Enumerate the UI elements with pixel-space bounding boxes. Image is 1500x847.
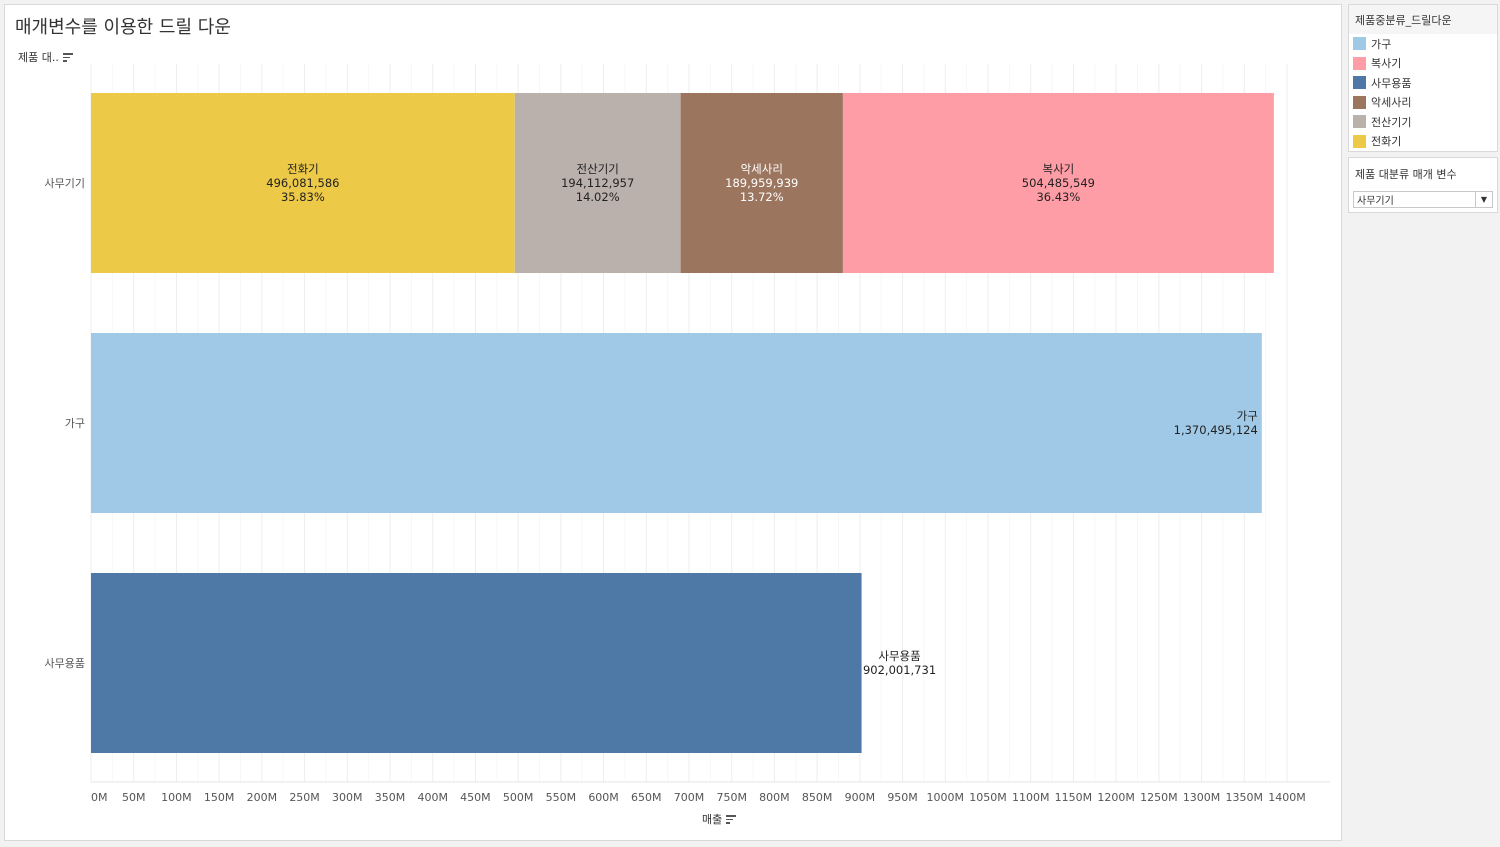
x-tick-label: 800M bbox=[759, 791, 790, 804]
page-title: 매개변수를 이용한 드릴 다운 bbox=[15, 17, 231, 38]
data-label: 악세사리 bbox=[741, 162, 783, 176]
data-label: 36.43% bbox=[1036, 190, 1080, 204]
legend-swatch bbox=[1353, 56, 1366, 70]
data-label: 1,370,495,124 bbox=[1174, 423, 1258, 437]
x-tick-label: 700M bbox=[674, 791, 705, 804]
parameter-selected-value: 사무기기 bbox=[1357, 196, 1394, 207]
x-tick-label: 300M bbox=[332, 791, 363, 804]
legend-swatch bbox=[1353, 95, 1366, 109]
x-tick-label: 1200M bbox=[1097, 791, 1135, 804]
x-tick-label: 950M bbox=[887, 791, 918, 804]
x-tick-label: 350M bbox=[375, 791, 406, 804]
x-tick-label: 500M bbox=[503, 791, 534, 804]
legend-swatch bbox=[1353, 76, 1366, 90]
category-label: 가구 bbox=[65, 417, 85, 430]
x-tick-label: 900M bbox=[845, 791, 876, 804]
data-label: 사무용품 bbox=[878, 649, 920, 663]
data-label: 35.83% bbox=[281, 190, 325, 204]
x-tick-label: 250M bbox=[289, 791, 320, 804]
x-tick-label: 1100M bbox=[1012, 791, 1050, 804]
legend-item[interactable]: 악세사리 bbox=[1349, 93, 1497, 113]
x-tick-label: 50M bbox=[122, 791, 146, 804]
legend-item-label: 전화기 bbox=[1371, 135, 1402, 149]
sort-icon[interactable] bbox=[726, 814, 737, 824]
x-tick-label: 450M bbox=[460, 791, 491, 804]
legend-item-label: 복사기 bbox=[1371, 57, 1402, 71]
x-tick-label: 150M bbox=[204, 791, 235, 804]
sort-icon[interactable] bbox=[62, 52, 74, 62]
x-tick-label: 100M bbox=[161, 791, 192, 804]
legend-item[interactable]: 가구 bbox=[1349, 34, 1497, 54]
data-label: 14.02% bbox=[576, 190, 620, 204]
bar-segment bbox=[91, 333, 1262, 513]
bar-segment bbox=[514, 93, 681, 273]
legend-title: 제품중분류_드릴다운 bbox=[1349, 5, 1497, 34]
x-tick-label: 1300M bbox=[1183, 791, 1221, 804]
x-tick-label: 1000M bbox=[927, 791, 965, 804]
bar-segment bbox=[842, 93, 1274, 273]
legend-item[interactable]: 사무용품 bbox=[1349, 73, 1497, 93]
x-axis-title[interactable]: 매출 bbox=[702, 811, 737, 827]
bar-segment bbox=[91, 93, 515, 273]
parameter-dropdown[interactable]: 사무기기 ▼ bbox=[1353, 191, 1493, 208]
row-header[interactable]: 제품 대.. bbox=[18, 49, 74, 65]
data-label: 가구 bbox=[1237, 409, 1258, 423]
legend-swatch bbox=[1353, 134, 1366, 148]
bar-segment bbox=[91, 573, 862, 753]
x-tick-label: 1400M bbox=[1268, 791, 1306, 804]
legend-swatch bbox=[1353, 37, 1366, 51]
legend-item[interactable]: 복사기 bbox=[1349, 54, 1497, 74]
legend-item-label: 가구 bbox=[1371, 37, 1392, 51]
x-axis-title-label: 매출 bbox=[702, 813, 723, 826]
x-tick-label: 650M bbox=[631, 791, 662, 804]
data-label: 13.72% bbox=[740, 190, 784, 204]
data-label: 496,081,586 bbox=[266, 176, 339, 190]
legend-item-label: 전산기기 bbox=[1371, 115, 1412, 129]
x-tick-label: 850M bbox=[802, 791, 833, 804]
data-label: 902,001,731 bbox=[863, 663, 936, 677]
dropdown-arrow-icon[interactable]: ▼ bbox=[1475, 192, 1492, 207]
x-tick-label: 750M bbox=[716, 791, 747, 804]
data-label: 복사기 bbox=[1043, 162, 1075, 176]
x-tick-label: 1250M bbox=[1140, 791, 1178, 804]
legend-item[interactable]: 전화기 bbox=[1349, 132, 1497, 152]
parameter-title: 제품 대분류 매개 변수 bbox=[1355, 168, 1457, 181]
x-tick-label: 1050M bbox=[969, 791, 1007, 804]
bar-chart: 0M 50M 100M 150M 200M 250M 300M 350M 400M 450M 500… bbox=[45, 64, 1330, 804]
category-label: 사무용품 bbox=[45, 657, 85, 670]
data-label: 504,485,549 bbox=[1022, 176, 1095, 190]
legend-swatch bbox=[1353, 115, 1366, 129]
legend-item-label: 악세사리 bbox=[1371, 96, 1412, 110]
data-label: 전산기기 bbox=[577, 162, 619, 176]
data-label: 189,959,939 bbox=[725, 176, 798, 190]
legend-item-label: 사무용품 bbox=[1371, 76, 1412, 90]
x-tick-label: 200M bbox=[247, 791, 278, 804]
bar-segment bbox=[680, 93, 843, 273]
parameter-control: 제품 대분류 매개 변수 사무기기 ▼ bbox=[1348, 157, 1498, 213]
x-tick-label: 400M bbox=[417, 791, 448, 804]
x-tick-label: 600M bbox=[588, 791, 619, 804]
data-label: 194,112,957 bbox=[561, 176, 634, 190]
category-label: 사무기기 bbox=[45, 177, 85, 190]
x-tick-label: 1150M bbox=[1055, 791, 1093, 804]
legend-item[interactable]: 전산기기 bbox=[1349, 112, 1497, 132]
x-tick-label: 1350M bbox=[1226, 791, 1264, 804]
x-tick-label: 550M bbox=[546, 791, 577, 804]
row-header-label: 제품 대.. bbox=[18, 51, 59, 64]
x-tick-label: 0M bbox=[91, 791, 108, 804]
data-label: 전화기 bbox=[287, 162, 319, 176]
